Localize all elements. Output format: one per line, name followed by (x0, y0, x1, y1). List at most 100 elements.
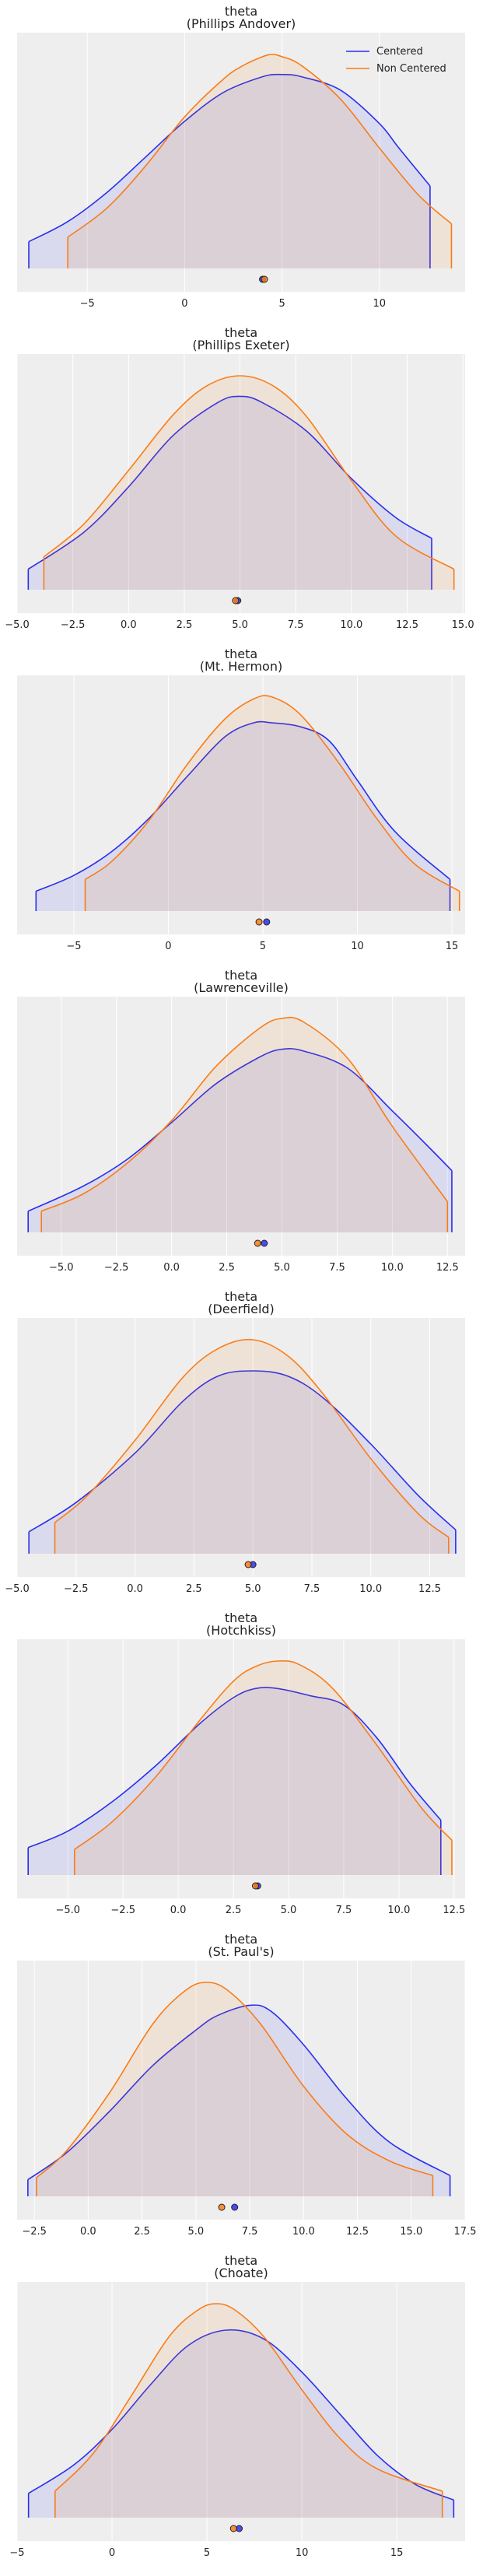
centered-density-fill (29, 1371, 456, 1554)
panel-title: theta (225, 968, 257, 983)
non-centered-density-line (85, 695, 460, 892)
x-tick-label: 0 (109, 2547, 115, 2559)
centered-density-line (27, 1047, 453, 1212)
non-centered-point-estimate (255, 918, 263, 926)
panel-subtitle: (St. Paul's) (208, 1944, 274, 1959)
non-centered-density-fill (85, 696, 460, 911)
chart-panel-5: theta(Deerfield) −5.0 −2.5 0.0 2.5 5.0 7.5 10.0… (5, 1289, 465, 1595)
non-centered-density-line (54, 2303, 443, 2492)
panel-subtitle: (Phillips Exeter) (192, 338, 289, 352)
non-centered-point-estimate (244, 1561, 252, 1568)
legend-label: Non Centered (376, 63, 446, 75)
centered-density-fill (28, 1048, 452, 1232)
x-tick-label: −2.5 (104, 1262, 129, 1274)
plot-background (17, 2282, 465, 2541)
panel-subtitle: (Phillips Andover) (187, 16, 296, 31)
non-centered-density-fill (54, 1339, 449, 1554)
panel-title: theta (225, 325, 257, 340)
chart-panel-8: theta(Choate) −5 0 5 10 15 (9, 2253, 465, 2559)
x-tick-label: 7.5 (329, 1262, 345, 1274)
x-tick-label: −5 (9, 2547, 24, 2559)
chart-panel-6: theta(Hotchkiss) −5.0 −2.5 0.0 2.5 5.0 7.5 10.0… (17, 1610, 465, 1916)
panel-subtitle: (Deerfield) (208, 1302, 275, 1316)
centered-density-line (27, 1687, 442, 1849)
x-tick-label: 10.0 (292, 2226, 315, 2238)
non-centered-point-estimate (254, 1239, 261, 1247)
x-tick-label: 2.5 (186, 1583, 202, 1595)
chart-panel-2: theta(Phillips Exeter) −5.0 −2.5 0.0 2.5 5.0 7… (5, 325, 474, 631)
centered-density-line (27, 395, 432, 570)
x-tick-label: 17.5 (454, 2226, 477, 2238)
legend-label: Centered (376, 46, 423, 58)
x-tick-label: 0.0 (80, 2226, 96, 2238)
x-tick-label: 10 (296, 2547, 309, 2559)
x-tick-label: 2.5 (226, 1905, 242, 1916)
x-tick-label: 5.0 (274, 1262, 290, 1274)
chart-panel-1: theta(Phillips Andover) −5 0 5 10 Centered Non… (17, 4, 465, 310)
non-centered-point-estimate (251, 1882, 259, 1890)
non-centered-point-estimate (261, 275, 268, 283)
centered-density-line (35, 720, 451, 892)
x-tick-label: 5.0 (281, 1905, 297, 1916)
x-tick-label: 12.5 (443, 1905, 465, 1916)
non-centered-density-fill (41, 1017, 448, 1232)
panel-subtitle: (Hotchkiss) (206, 1623, 276, 1638)
x-tick-label: −5 (80, 298, 95, 310)
centered-point-estimate (236, 2525, 243, 2532)
centered-density-fill (36, 721, 450, 911)
x-tick-label: 5.0 (188, 2226, 205, 2238)
non-centered-density-line (40, 1016, 448, 1212)
x-tick-label: 5 (278, 298, 285, 310)
non-centered-density-line (54, 1338, 450, 1538)
x-tick-label: 0.0 (121, 619, 137, 631)
centered-point-estimate (261, 1239, 268, 1247)
x-tick-label: 0 (181, 298, 187, 310)
plot-background (17, 1961, 465, 2220)
non-centered-density-fill (36, 1982, 433, 2196)
x-tick-label: 15.0 (400, 2226, 422, 2238)
x-tick-label: 15 (446, 941, 459, 952)
x-tick-label: 2.5 (134, 2226, 150, 2238)
x-tick-label: 10.0 (340, 619, 362, 631)
panel-title: theta (225, 1289, 257, 1304)
chart-panel-7: theta(St. Paul's) −2.5 0.0 2.5 5.0 7.5 10.0 12.… (17, 1932, 476, 2238)
non-centered-density-line (43, 375, 455, 570)
panel-title: theta (225, 647, 257, 661)
x-tick-label: 10.0 (359, 1583, 382, 1595)
x-tick-label: 12.5 (346, 2226, 369, 2238)
x-tick-label: −5.0 (49, 1262, 74, 1274)
centered-density-fill (28, 396, 432, 590)
centered-density-fill (28, 1687, 441, 1875)
x-tick-label: −2.5 (64, 1583, 89, 1595)
plot-background (17, 354, 465, 613)
plot-background (17, 1639, 465, 1898)
centered-point-estimate (231, 2203, 239, 2211)
x-tick-label: 15.0 (452, 619, 474, 631)
non-centered-density-fill (74, 1660, 453, 1875)
x-tick-label: 12.5 (396, 619, 418, 631)
non-centered-density-fill (44, 376, 454, 590)
panel-title: theta (225, 1932, 257, 1947)
panel-subtitle: (Mt. Hermon) (200, 659, 282, 674)
centered-density-fill (27, 2005, 450, 2196)
x-tick-label: 2.5 (219, 1262, 235, 1274)
x-tick-label: 5 (204, 2547, 210, 2559)
panel-subtitle: (Choate) (214, 2266, 268, 2280)
centered-density-fill (28, 2329, 454, 2518)
x-tick-label: 7.5 (304, 1583, 320, 1595)
x-tick-label: −5.0 (5, 1583, 30, 1595)
x-tick-label: 12.5 (436, 1262, 459, 1274)
x-tick-label: 5 (260, 941, 266, 952)
x-tick-label: 5.0 (232, 619, 248, 631)
panel-title: theta (225, 4, 257, 19)
x-tick-label: 10.0 (381, 1262, 404, 1274)
centered-density-line (28, 1370, 457, 1533)
x-tick-label: −5.0 (5, 619, 30, 631)
panel-title: theta (225, 2253, 257, 2268)
non-centered-density-line (36, 1982, 433, 2178)
x-tick-label: −2.5 (110, 1905, 135, 1916)
panel-subtitle: (Lawrenceville) (194, 980, 289, 995)
chart-panel-3: theta(Mt. Hermon) −5 0 5 10 15 (17, 647, 465, 952)
x-tick-label: 7.5 (336, 1905, 352, 1916)
chart-panel-4: theta(Lawrenceville) −5.0 −2.5 0.0 2.5 5.0 7.5… (17, 968, 465, 1274)
